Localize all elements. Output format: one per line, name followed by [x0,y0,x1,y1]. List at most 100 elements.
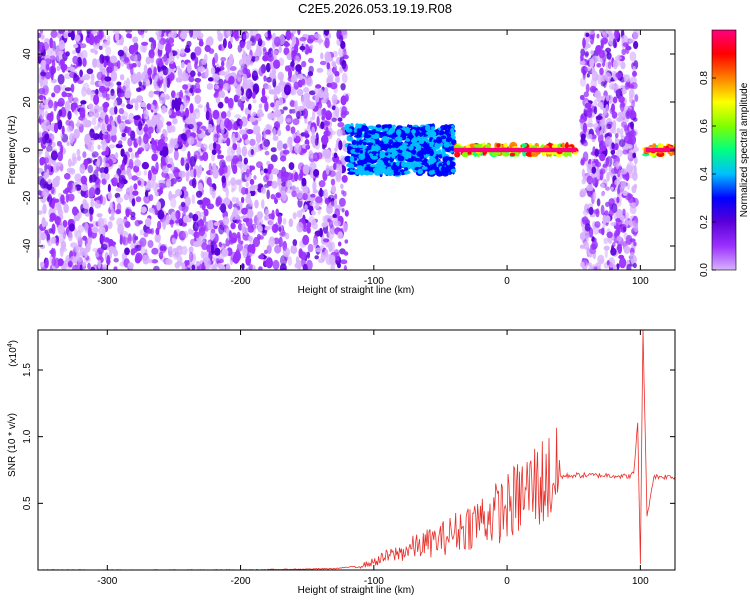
heatmap-cell [237,141,240,148]
heatmap-cell [615,72,623,79]
spectrogram-marks [38,30,675,270]
heatmap-cell [385,152,389,156]
heatmap-cell [162,66,169,76]
heatmap-cell [79,76,86,81]
heatmap-cell [634,94,639,102]
heatmap-cell [58,30,65,35]
heatmap-cell [277,129,282,137]
heatmap-cell [194,94,201,105]
heatmap-cell [187,123,194,130]
heatmap-cell [216,123,221,134]
heatmap-cell [326,204,333,215]
heatmap-cell [135,252,143,263]
heatmap-cell [404,167,409,171]
heatmap-cell [116,196,123,204]
heatmap-cell [632,70,637,77]
heatmap-cell [345,128,353,133]
heatmap-cell [179,89,184,100]
heatmap-cell [299,45,306,51]
heatmap-cell [217,32,223,42]
heatmap-cell [185,107,190,118]
heatmap-cell [386,170,395,176]
heatmap-cell [430,158,437,163]
heatmap-cell [608,208,614,217]
heatmap-cell [68,158,72,168]
heatmap-cell [140,206,147,213]
heatmap-cell [229,66,237,71]
heatmap-cell [44,133,50,141]
heatmap-cell [196,121,203,126]
heatmap-cell [86,31,91,38]
heatmap-cell [263,175,269,183]
heatmap-cell [320,121,325,130]
heatmap-cell [428,170,435,175]
heatmap-cell [251,70,258,81]
heatmap-cell [45,257,49,269]
heatmap-cell [86,68,94,75]
heatmap-cell [168,220,175,225]
heatmap-cell [271,209,275,221]
heatmap-cell [622,208,626,216]
heatmap-cell [156,32,162,41]
heatmap-cell [163,130,168,138]
heatmap-cell [188,212,193,219]
heatmap-cell [450,168,457,173]
heatmap-cell [236,161,243,168]
heatmap-cell [60,106,67,118]
heatmap-cell [143,109,149,120]
heatmap-cell [124,247,130,256]
heatmap-cell [86,113,94,118]
heatmap-cell [579,232,586,241]
heatmap-cell [252,124,261,136]
heatmap-cell [88,187,96,198]
heatmap-cell [175,247,179,259]
heatmap-cell [286,52,293,61]
heatmap-cell [92,58,98,68]
heatmap-cell [369,130,376,135]
heatmap-cell [317,88,324,99]
heatmap-cell [67,193,75,202]
heatmap-cell [285,118,292,123]
heatmap-cell [588,133,593,140]
heatmap-cell [586,73,590,78]
heatmap-cell [66,125,73,133]
heatmap-cell [58,109,63,117]
heatmap-cell [279,74,284,83]
heatmap-cell [615,84,620,90]
heatmap-cell [132,233,137,244]
heatmap-cell [628,84,635,89]
heatmap-cell [341,175,348,183]
heatmap-cell [305,144,311,150]
heatmap-cell [114,106,118,115]
heatmap-cell [204,198,211,207]
heatmap-cell [316,67,324,73]
heatmap-cell [316,115,320,127]
heatmap-cell [262,48,268,58]
heatmap-cell [121,170,127,176]
heatmap-cell [64,87,72,92]
heatmap-cell [53,100,57,112]
heatmap-cell [39,109,45,120]
heatmap-cell [226,137,231,147]
heatmap-cell [251,91,256,100]
heatmap-cell [439,130,445,136]
heatmap-cell [340,189,345,195]
heatmap-cell [396,125,403,129]
heatmap-cell [402,150,409,155]
heatmap-cell [49,37,53,49]
heatmap-cell [90,80,95,85]
heatmap-cell [178,170,186,178]
heatmap-cell [314,137,319,146]
heatmap-cell [206,176,212,186]
heatmap-cell [63,203,69,214]
heatmap-cell [46,47,53,57]
heatmap-cell [211,228,216,234]
heatmap-cell [591,70,599,82]
heatmap-cell [224,96,229,104]
heatmap-cell [341,208,345,213]
heatmap-cell [269,171,273,182]
heatmap-cell [38,248,41,259]
heatmap-cell [344,94,349,102]
heatmap-cell [313,169,320,177]
heatmap-cell [128,112,135,123]
